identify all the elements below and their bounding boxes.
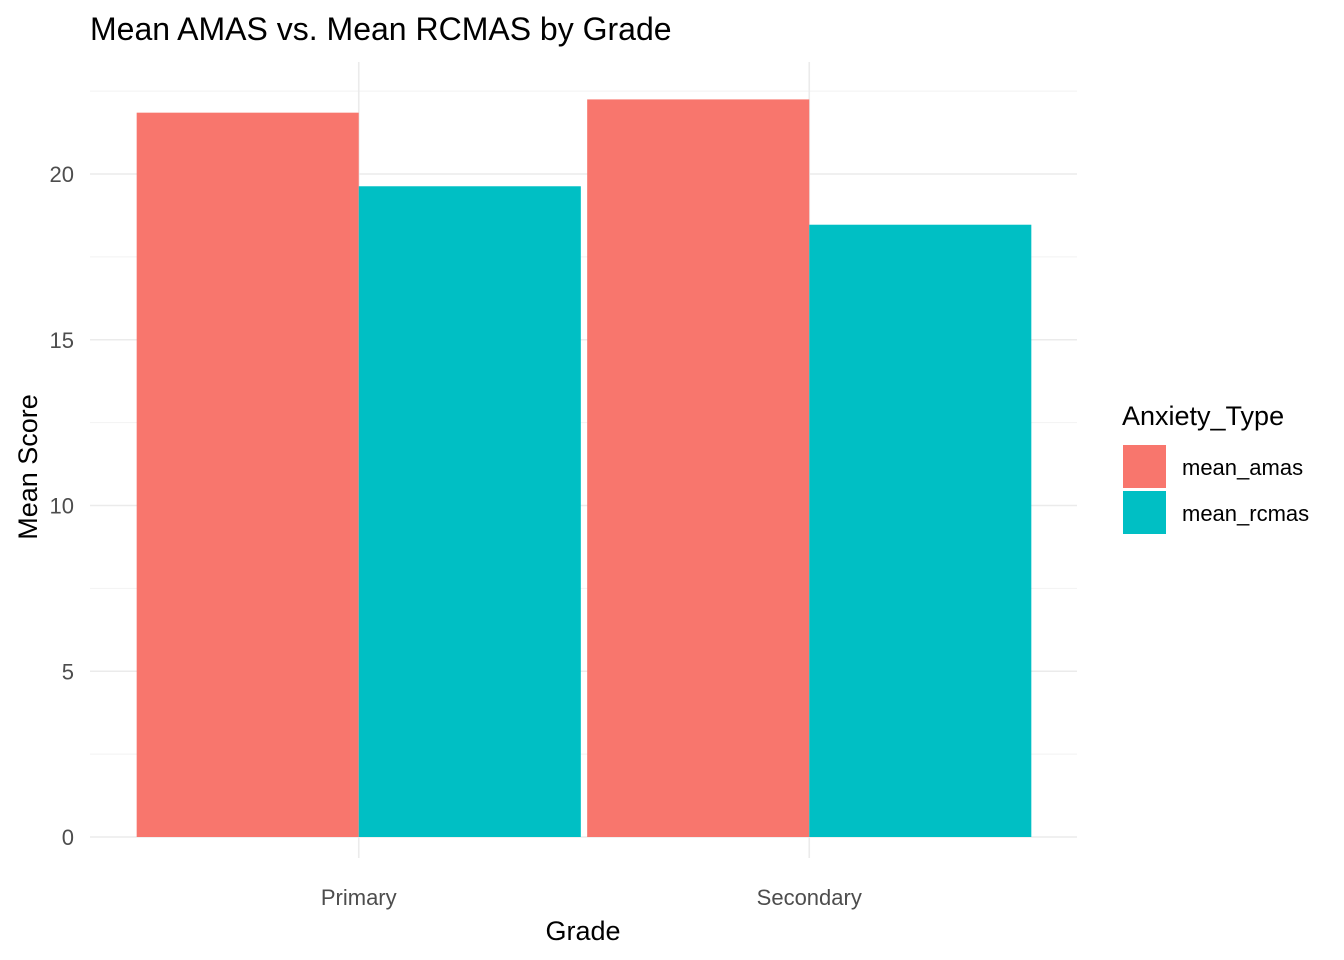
legend-title: Anxiety_Type (1122, 401, 1284, 431)
x-tick-label: Primary (321, 885, 397, 910)
bar-mean_amas-secondary (587, 99, 810, 838)
bar-mean_rcmas-secondary (809, 224, 1032, 838)
legend-label-mean_rcmas: mean_rcmas (1182, 501, 1309, 526)
bar-mean_amas-primary (136, 112, 359, 838)
x-axis-title: Grade (545, 916, 620, 946)
chart-title: Mean AMAS vs. Mean RCMAS by Grade (90, 11, 672, 47)
y-axis-ticks: 0 5 10 15 20 (50, 162, 74, 850)
x-tick-label: Secondary (757, 885, 862, 910)
y-tick-label: 5 (62, 659, 74, 684)
y-tick-label: 15 (50, 328, 74, 353)
legend-label-mean_amas: mean_amas (1182, 455, 1303, 480)
legend-key-mean_amas (1123, 445, 1166, 488)
x-axis-ticks: Primary Secondary (321, 885, 862, 910)
y-tick-label: 20 (50, 162, 74, 187)
y-axis-title: Mean Score (13, 394, 43, 540)
legend-key-mean_rcmas (1123, 491, 1166, 534)
bar-mean_rcmas-primary (358, 186, 581, 837)
legend: Anxiety_Type mean_amas mean_rcmas (1122, 401, 1309, 534)
y-tick-label: 10 (50, 494, 74, 519)
bars (136, 99, 1032, 838)
y-tick-label: 0 (62, 825, 74, 850)
